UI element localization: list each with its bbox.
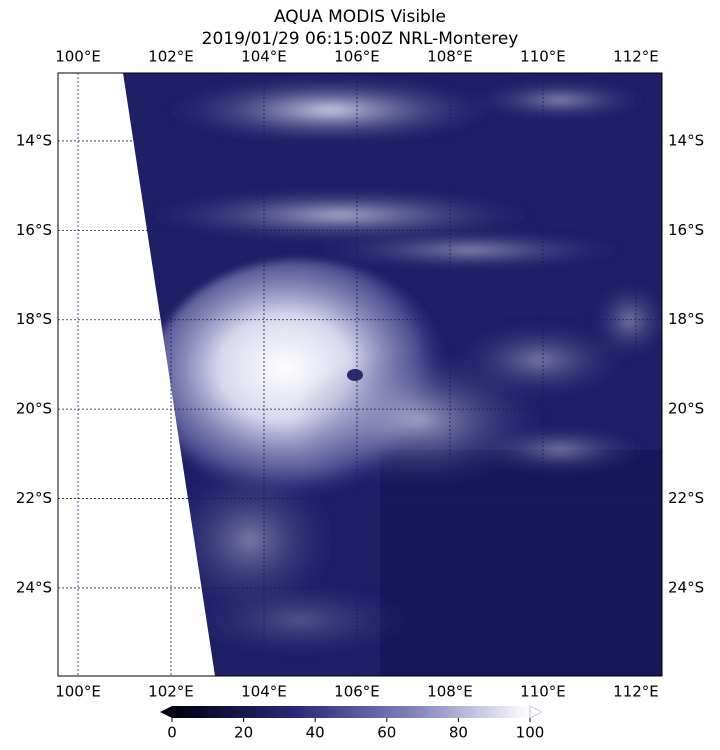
- lon-label: 106°E: [334, 683, 380, 701]
- lat-label: 24°S: [16, 578, 52, 596]
- lon-label: 110°E: [520, 683, 566, 701]
- lat-label: 14°S: [668, 131, 704, 149]
- map-frame: [57, 72, 663, 677]
- colorbar-label: 40: [306, 724, 325, 742]
- lon-label: 102°E: [148, 683, 194, 701]
- title: AQUA MODIS Visible: [274, 7, 446, 27]
- title: 2019/01/29 06:15:00Z NRL-Monterey: [202, 29, 519, 49]
- lon-label: 106°E: [334, 48, 380, 66]
- colorbar-label: 80: [449, 724, 468, 742]
- lon-label: 110°E: [520, 48, 566, 66]
- colorbar-label: 20: [234, 724, 253, 742]
- colorbar-extend-high: [529, 705, 543, 719]
- lon-label: 100°E: [55, 48, 101, 66]
- colorbar: [172, 706, 530, 718]
- lat-label: 14°S: [16, 131, 52, 149]
- lon-label: 104°E: [241, 683, 287, 701]
- colorbar-extend-low: [160, 706, 172, 718]
- lon-label: 108°E: [427, 683, 473, 701]
- lat-label: 22°S: [668, 489, 704, 507]
- lat-label: 18°S: [16, 310, 52, 328]
- lat-label: 20°S: [16, 400, 52, 418]
- colorbar-label: 60: [377, 724, 396, 742]
- lon-label: 112°E: [613, 48, 659, 66]
- lat-label: 16°S: [16, 221, 52, 239]
- lon-label: 108°E: [427, 48, 473, 66]
- lon-label: 100°E: [55, 683, 101, 701]
- colorbar-label: 100: [516, 724, 545, 742]
- colorbar-label: 0: [167, 724, 177, 742]
- lat-label: 22°S: [16, 489, 52, 507]
- satellite-image: [58, 73, 662, 676]
- lon-label: 104°E: [241, 48, 287, 66]
- lat-label: 20°S: [668, 400, 704, 418]
- lat-label: 24°S: [668, 578, 704, 596]
- lon-label: 102°E: [148, 48, 194, 66]
- lat-label: 16°S: [668, 221, 704, 239]
- lon-label: 112°E: [613, 683, 659, 701]
- lat-label: 18°S: [668, 310, 704, 328]
